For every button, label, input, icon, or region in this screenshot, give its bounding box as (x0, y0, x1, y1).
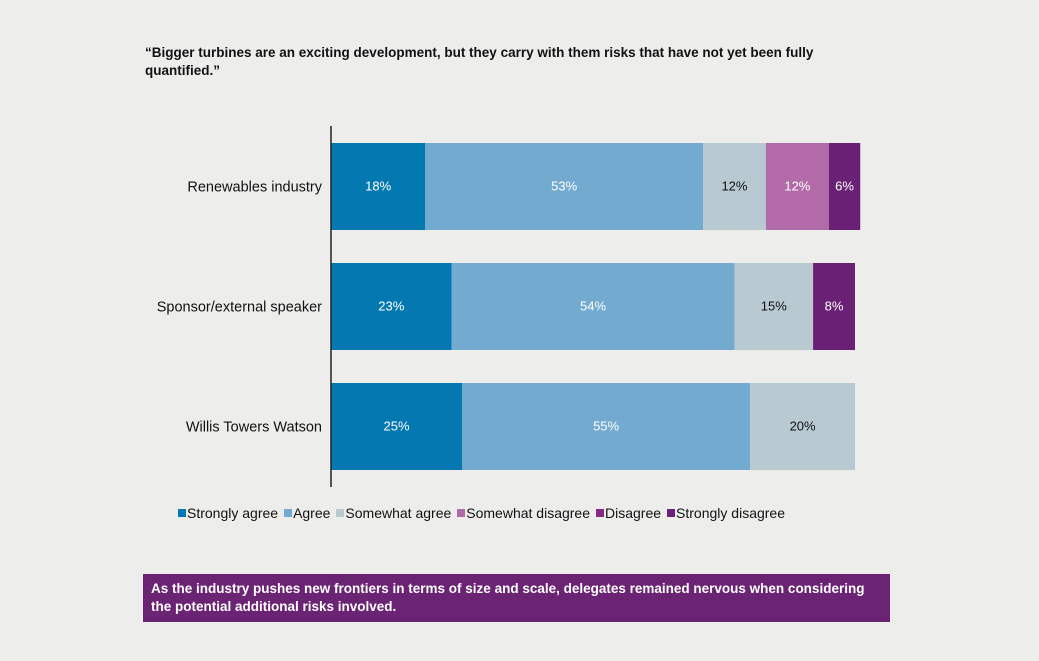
data-label-willis-towers-watson-agree: 55% (593, 419, 619, 434)
legend-swatch-strongly-disagree (667, 509, 676, 517)
bar-segment-willis-towers-watson-strongly-agree (331, 383, 462, 470)
bar-segment-sponsor-external-speaker-strongly-agree (331, 263, 452, 350)
legend-item-somewhat-agree: Somewhat agree (336, 505, 451, 521)
legend-label-strongly-agree: Strongly agree (187, 505, 279, 521)
data-label-willis-towers-watson-somewhat-agree: 20% (790, 419, 816, 434)
category-label-willis-towers-watson: Willis Towers Watson (186, 420, 322, 436)
legend-item-strongly-agree: Strongly agree (178, 505, 278, 521)
legend-label-somewhat-disagree: Somewhat disagree (466, 505, 591, 521)
data-label-sponsor-external-speaker-somewhat-agree: 15% (761, 299, 787, 314)
legend-swatch-somewhat-agree (336, 509, 345, 517)
bar-segment-renewables-industry-strongly-agree (331, 143, 426, 230)
legend-item-strongly-disagree: Strongly disagree (667, 505, 785, 521)
legend-swatch-strongly-agree (178, 509, 186, 517)
bar-segment-renewables-industry-strongly-disagree (828, 143, 861, 230)
bar-segment-renewables-industry-somewhat-agree (703, 143, 766, 230)
legend-swatch-somewhat-disagree (457, 509, 466, 517)
bar-segment-sponsor-external-speaker-agree (451, 263, 735, 350)
data-label-renewables-industry-somewhat-agree: 12% (721, 179, 747, 194)
legend-label-disagree: Disagree (605, 505, 662, 521)
legend-label-strongly-disagree: Strongly disagree (676, 505, 785, 521)
caption-box: As the industry pushes new frontiers in … (143, 574, 890, 622)
category-label-sponsor-external-speaker: Sponsor/external speaker (157, 300, 322, 316)
chart-title: “Bigger turbines are an exciting develop… (145, 45, 814, 78)
legend-swatch-agree (284, 509, 293, 517)
legend-item-agree: Agree (284, 505, 330, 521)
data-label-sponsor-external-speaker-strongly-disagree: 8% (825, 299, 844, 314)
data-label-renewables-industry-strongly-agree: 18% (365, 179, 391, 194)
data-label-willis-towers-watson-strongly-agree: 25% (383, 419, 409, 434)
legend-item-somewhat-disagree: Somewhat disagree (457, 505, 590, 521)
data-label-renewables-industry-strongly-disagree: 6% (835, 179, 854, 194)
category-label-renewables-industry: Renewables industry (187, 180, 322, 196)
bar-segment-renewables-industry-agree (425, 143, 704, 230)
chart-legend: Strongly agree Agree Somewhat agree Somewha… (178, 505, 791, 521)
data-label-sponsor-external-speaker-agree: 54% (580, 299, 606, 314)
bar-segment-willis-towers-watson-agree (462, 383, 751, 470)
legend-label-agree: Agree (293, 505, 331, 521)
bar-segment-willis-towers-watson-somewhat-agree (750, 383, 855, 470)
legend-swatch-disagree (596, 509, 605, 517)
bar-segment-sponsor-external-speaker-strongly-disagree (813, 263, 855, 350)
legend-label-somewhat-agree: Somewhat agree (345, 505, 452, 521)
bar-segment-sponsor-external-speaker-somewhat-agree (734, 263, 814, 350)
data-label-renewables-industry-somewhat-disagree: 12% (784, 179, 810, 194)
bar-segment-renewables-industry-somewhat-disagree (765, 143, 829, 230)
stacked-bar-chart: Renewables industry 18% 53% 12% 12% 6% Sponsor… (157, 126, 861, 487)
data-label-sponsor-external-speaker-strongly-agree: 23% (378, 299, 404, 314)
legend-item-disagree: Disagree (596, 505, 661, 521)
data-label-renewables-industry-agree: 53% (551, 179, 577, 194)
